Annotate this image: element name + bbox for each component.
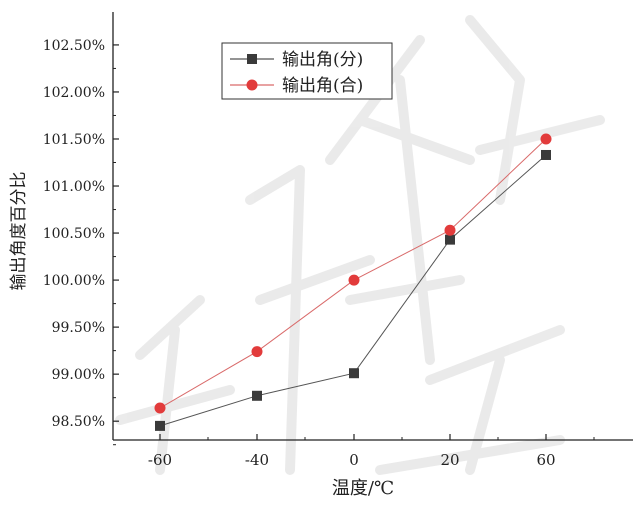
y-tick-label: 99.00% xyxy=(52,367,105,383)
x-ticks: -60 -40 0 20 60 xyxy=(148,434,595,469)
x-tick-label: 20 xyxy=(440,451,459,469)
x-tick-label: -40 xyxy=(245,451,269,469)
y-tick-label: 100.00% xyxy=(43,273,105,289)
y-tick-label: 102.00% xyxy=(43,85,105,101)
data-point-square xyxy=(252,390,262,401)
legend-marker-circle xyxy=(246,79,258,91)
x-tick-label: 0 xyxy=(349,451,359,469)
watermark-strokes xyxy=(115,15,605,475)
legend: 输出角(分) 输出角(合) xyxy=(221,42,393,100)
y-tick-label: 101.00% xyxy=(43,179,105,195)
legend-label: 输出角(合) xyxy=(282,76,363,96)
y-tick-label: 102.50% xyxy=(43,38,105,54)
data-point-circle xyxy=(251,346,263,358)
legend-label: 输出角(分) xyxy=(282,50,363,70)
x-tick-label: -60 xyxy=(148,451,172,469)
data-point-square xyxy=(155,420,165,431)
data-point-circle xyxy=(444,224,456,236)
data-point-square xyxy=(349,368,359,379)
y-tick-label: 99.50% xyxy=(52,320,105,336)
data-point-circle xyxy=(540,133,552,145)
data-point-square xyxy=(541,149,551,160)
data-point-square xyxy=(445,234,455,245)
data-point-circle xyxy=(154,402,166,414)
series-layer xyxy=(154,133,552,431)
x-tick-label: 60 xyxy=(536,451,555,469)
y-axis-title: 输出角度百分比 xyxy=(9,172,29,291)
y-tick-label: 100.50% xyxy=(43,226,105,242)
y-tick-label: 101.50% xyxy=(43,132,105,148)
series-line xyxy=(159,138,547,409)
y-ticks: 98.50% 99.00% 99.50% 100.00% 100.50% 101.00% 1… xyxy=(43,38,119,446)
x-axis-title: 温度/℃ xyxy=(332,478,394,499)
y-tick-label: 98.50% xyxy=(52,414,105,430)
legend-marker-square xyxy=(247,54,257,64)
data-point-circle xyxy=(348,274,360,286)
